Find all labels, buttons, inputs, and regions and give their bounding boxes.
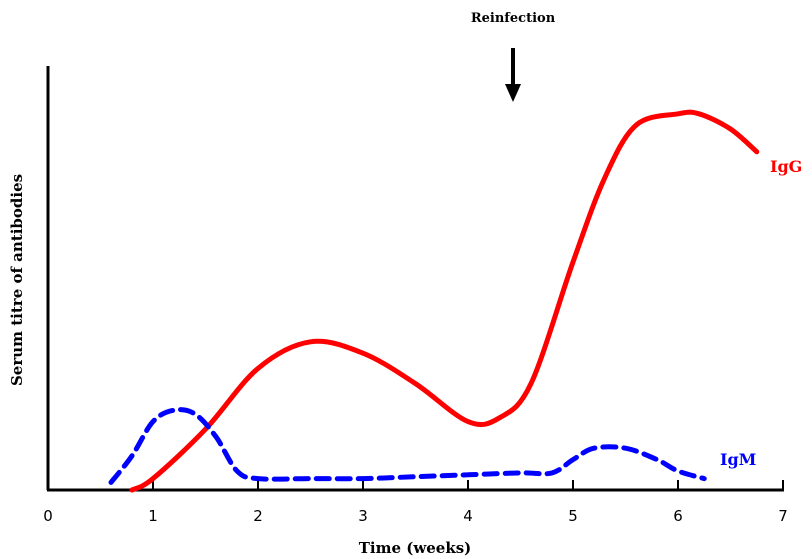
series-lines (108, 109, 760, 493)
series-label-igm: IgM (720, 450, 756, 469)
x-ticks: 0 1 2 3 4 5 6 7 (43, 480, 788, 525)
axes (46, 66, 784, 492)
x-tick-label: 3 (358, 507, 368, 525)
x-tick-label: 2 (253, 507, 263, 525)
series-label-igg: IgG (770, 157, 802, 176)
x-axis-label: Time (weeks) (359, 539, 472, 557)
x-tick-label: 0 (43, 507, 53, 525)
series-line-igm (108, 407, 707, 485)
y-axis-label: Serum titre of antibodies (8, 174, 26, 386)
x-tick-label: 5 (568, 507, 578, 525)
x-tick-label: 6 (673, 507, 683, 525)
reinfection-label: Reinfection (471, 11, 556, 26)
series-line-igg (129, 109, 760, 493)
reinfection-arrow (505, 48, 521, 102)
x-tick-label: 1 (148, 507, 158, 525)
x-tick-label: 4 (463, 507, 473, 525)
x-tick-label: 7 (778, 507, 788, 525)
